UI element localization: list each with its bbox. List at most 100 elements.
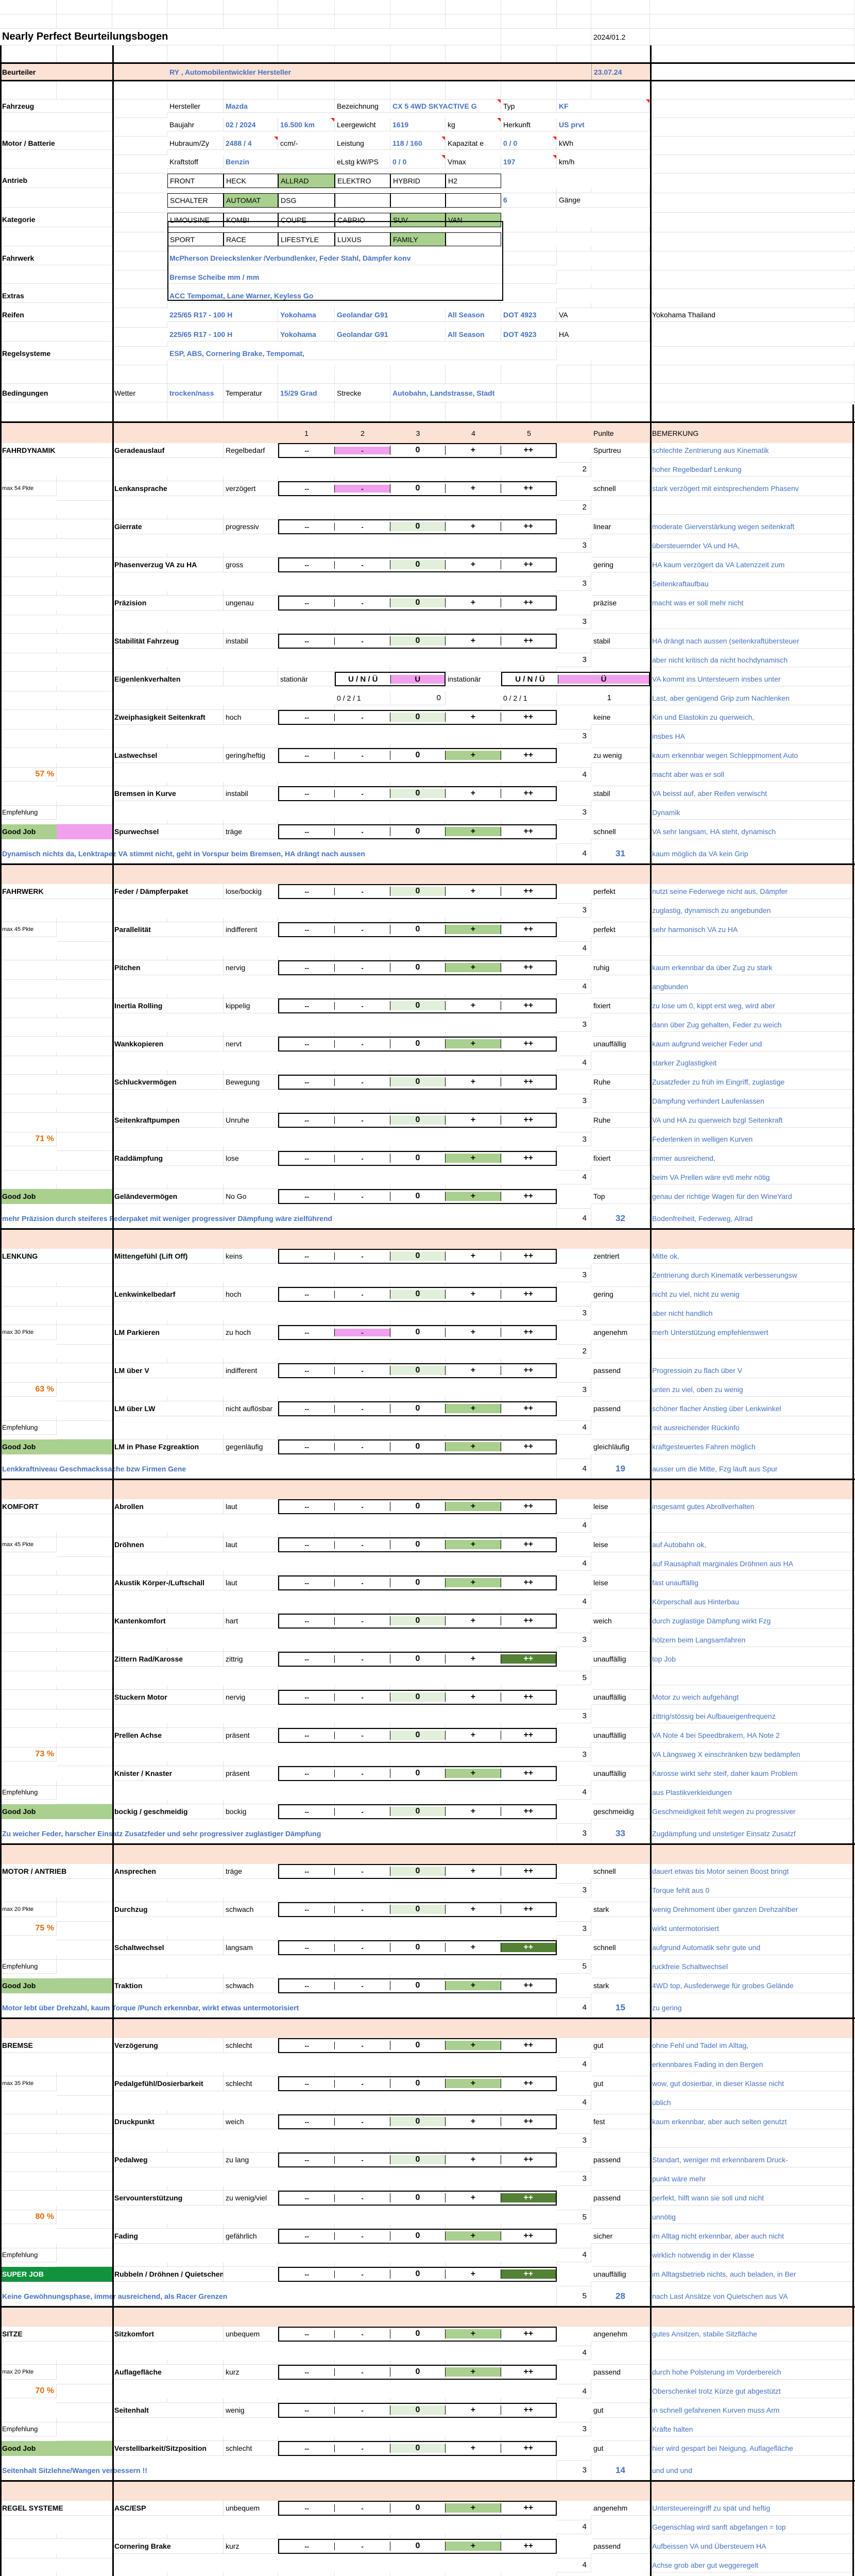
- rating-option-1[interactable]: -: [334, 2504, 389, 2512]
- comment-cell[interactable]: insgesamt gutes Abrollverhalten: [650, 1499, 855, 1514]
- comment-cell[interactable]: perfekt, hilft wann sie soll und nicht: [650, 2191, 855, 2206]
- comment-cell[interactable]: Untersteuereingriff zu spät und heftig: [650, 2501, 855, 2516]
- score-cell[interactable]: 4: [557, 980, 591, 994]
- comment-cell[interactable]: VA kommt ins Untersteuern insbes unter: [650, 672, 855, 686]
- rating-option-4[interactable]: ++: [500, 1654, 556, 1664]
- rating-option-0[interactable]: --: [304, 2504, 310, 2512]
- comment-cell[interactable]: durch zuglastige Dämpfung wirkt Fzg: [650, 1614, 855, 1629]
- score-cell[interactable]: 3: [557, 2172, 591, 2186]
- rating-option-0[interactable]: --: [304, 2444, 310, 2452]
- rating-option-4[interactable]: ++: [500, 1981, 556, 1991]
- rating-option-0[interactable]: --: [304, 484, 310, 493]
- rating-option-0[interactable]: --: [304, 1078, 310, 1086]
- rating-option-2[interactable]: 0: [389, 1502, 445, 1512]
- rating-option-0[interactable]: --: [304, 1404, 310, 1413]
- info-value[interactable]: trocken/nass: [167, 384, 224, 402]
- rating-option-4[interactable]: ++: [500, 1616, 556, 1626]
- comment-cell[interactable]: kaum erkennbar wegen Schleppmoment Auto: [650, 748, 855, 763]
- info-label[interactable]: LIFESTYLE: [278, 232, 335, 246]
- rating-option-3[interactable]: +: [445, 636, 500, 646]
- rating-option-3[interactable]: +: [445, 1943, 500, 1953]
- score-cell[interactable]: 3: [557, 1094, 591, 1108]
- rating-option-2[interactable]: 0: [389, 446, 445, 455]
- rating-option-4[interactable]: ++: [500, 2541, 556, 2551]
- rating-option-2[interactable]: 0: [389, 2541, 445, 2551]
- score-cell[interactable]: 3: [557, 904, 591, 918]
- rating-option-2[interactable]: 0: [389, 1616, 446, 1626]
- rating-option-1[interactable]: -: [334, 1252, 389, 1260]
- score-cell[interactable]: 3: [557, 653, 591, 667]
- rating-option-0[interactable]: --: [304, 1366, 310, 1375]
- rating-option-0[interactable]: --: [304, 2368, 310, 2376]
- rating-option-1[interactable]: -: [334, 2406, 389, 2414]
- rating-option-2[interactable]: 0: [389, 1115, 446, 1125]
- score-cell[interactable]: 3: [557, 730, 591, 743]
- comment-cell[interactable]: kraftgesteuertes Fahren möglich: [650, 1439, 855, 1454]
- comment-cell[interactable]: starker Zuglastigkeit: [650, 1056, 855, 1070]
- rating-option-2[interactable]: 0: [389, 484, 445, 494]
- info-label[interactable]: LIMOUSINE: [167, 213, 224, 227]
- rating-option-0[interactable]: --: [304, 827, 310, 836]
- rating-option-1[interactable]: -: [334, 1192, 389, 1200]
- uno-subvalue[interactable]: 1: [557, 691, 650, 705]
- score-cell[interactable]: 4: [557, 1519, 591, 1533]
- comment-cell[interactable]: angbunden: [650, 980, 855, 994]
- rating-option-3[interactable]: +: [445, 2041, 501, 2050]
- comment-cell[interactable]: wow, gut dosierbar, in dieser Klasse nic…: [650, 2076, 855, 2091]
- rating-option-1[interactable]: -: [334, 1502, 389, 1511]
- info-value[interactable]: McPherson Dreieckslenker /Verbundlenker,…: [167, 251, 557, 265]
- score-cell[interactable]: 4: [557, 942, 591, 956]
- comment-cell[interactable]: beim VA Prellen wäre evtl mehr nötig: [650, 1171, 855, 1184]
- rating-option-3[interactable]: +: [445, 1192, 501, 1201]
- rating-option-4[interactable]: ++: [500, 1154, 556, 1163]
- rating-option-3[interactable]: +: [445, 751, 501, 760]
- rating-option-1[interactable]: -: [334, 1002, 389, 1010]
- rating-option-1[interactable]: -: [334, 1981, 389, 1990]
- rating-option-2[interactable]: 0: [389, 1290, 446, 1299]
- comment-cell[interactable]: macht was er soll mehr nicht: [650, 596, 855, 611]
- score-cell[interactable]: 3: [557, 2422, 591, 2436]
- rating-option-3[interactable]: +: [445, 887, 500, 896]
- rating-option-4[interactable]: ++: [500, 1290, 556, 1299]
- rating-option-3[interactable]: +: [445, 1731, 500, 1740]
- comment-cell[interactable]: kaum aufgrund weicher Feder und: [650, 1037, 855, 1052]
- comment-cell[interactable]: [650, 2346, 855, 2360]
- rating-option-2[interactable]: 0: [389, 2155, 446, 2165]
- rating-option-0[interactable]: --: [304, 2156, 310, 2164]
- rating-option-3[interactable]: +: [445, 2329, 501, 2339]
- info-value[interactable]: Bremse Scheibe mm / mm: [167, 270, 557, 284]
- comment-cell[interactable]: [650, 942, 855, 956]
- comment-cell[interactable]: zittrig/stössig bei Aufbaueigenfrequenz: [650, 1709, 855, 1723]
- comment-cell[interactable]: zuglastig, dynamisch zu angebunden: [650, 904, 855, 918]
- score-cell[interactable]: 4: [557, 2248, 591, 2262]
- rating-option-3[interactable]: +: [445, 2503, 501, 2513]
- score-cell[interactable]: 3: [557, 1709, 591, 1723]
- rating-option-4[interactable]: ++: [500, 1867, 556, 1876]
- rating-option-0[interactable]: --: [304, 2542, 310, 2550]
- info-label[interactable]: HYBRID: [390, 174, 446, 188]
- info-value[interactable]: ESP, ABS, Cornering Brake, Tempomat,: [167, 347, 557, 360]
- comment-cell[interactable]: top Job: [650, 1652, 855, 1667]
- rating-option-2[interactable]: 0: [389, 1039, 445, 1049]
- rating-option-1[interactable]: -: [334, 1404, 389, 1413]
- info-value[interactable]: DOT 4923: [501, 328, 557, 342]
- rating-option-4[interactable]: ++: [500, 789, 556, 799]
- rating-option-4[interactable]: ++: [500, 713, 556, 722]
- comment-cell[interactable]: Torque fehlt aus 0: [650, 1884, 855, 1897]
- uno-option[interactable]: U / N / Ü: [515, 674, 545, 684]
- rating-option-4[interactable]: ++: [500, 2405, 556, 2415]
- rating-option-2[interactable]: 0: [389, 1807, 446, 1817]
- rating-option-4[interactable]: ++: [500, 484, 556, 494]
- uno-option[interactable]: Ü: [558, 674, 649, 684]
- rating-option-2[interactable]: 0: [389, 2079, 445, 2089]
- comment-cell[interactable]: VA Note 4 bei Speedbrakern, HA Note 2: [650, 1728, 855, 1743]
- rating-option-3[interactable]: +: [445, 560, 500, 570]
- score-cell[interactable]: 3: [557, 1633, 591, 1647]
- rating-option-4[interactable]: ++: [500, 2117, 556, 2127]
- rating-option-4[interactable]: ++: [500, 751, 556, 760]
- rating-option-2[interactable]: 0: [389, 2503, 445, 2513]
- info-label[interactable]: DSG: [278, 193, 335, 208]
- rating-option-4[interactable]: ++: [500, 1404, 556, 1414]
- rating-option-3[interactable]: +: [445, 1807, 500, 1817]
- section-footer-text[interactable]: mehr Präzision durch steiferes Federpake…: [0, 1209, 557, 1228]
